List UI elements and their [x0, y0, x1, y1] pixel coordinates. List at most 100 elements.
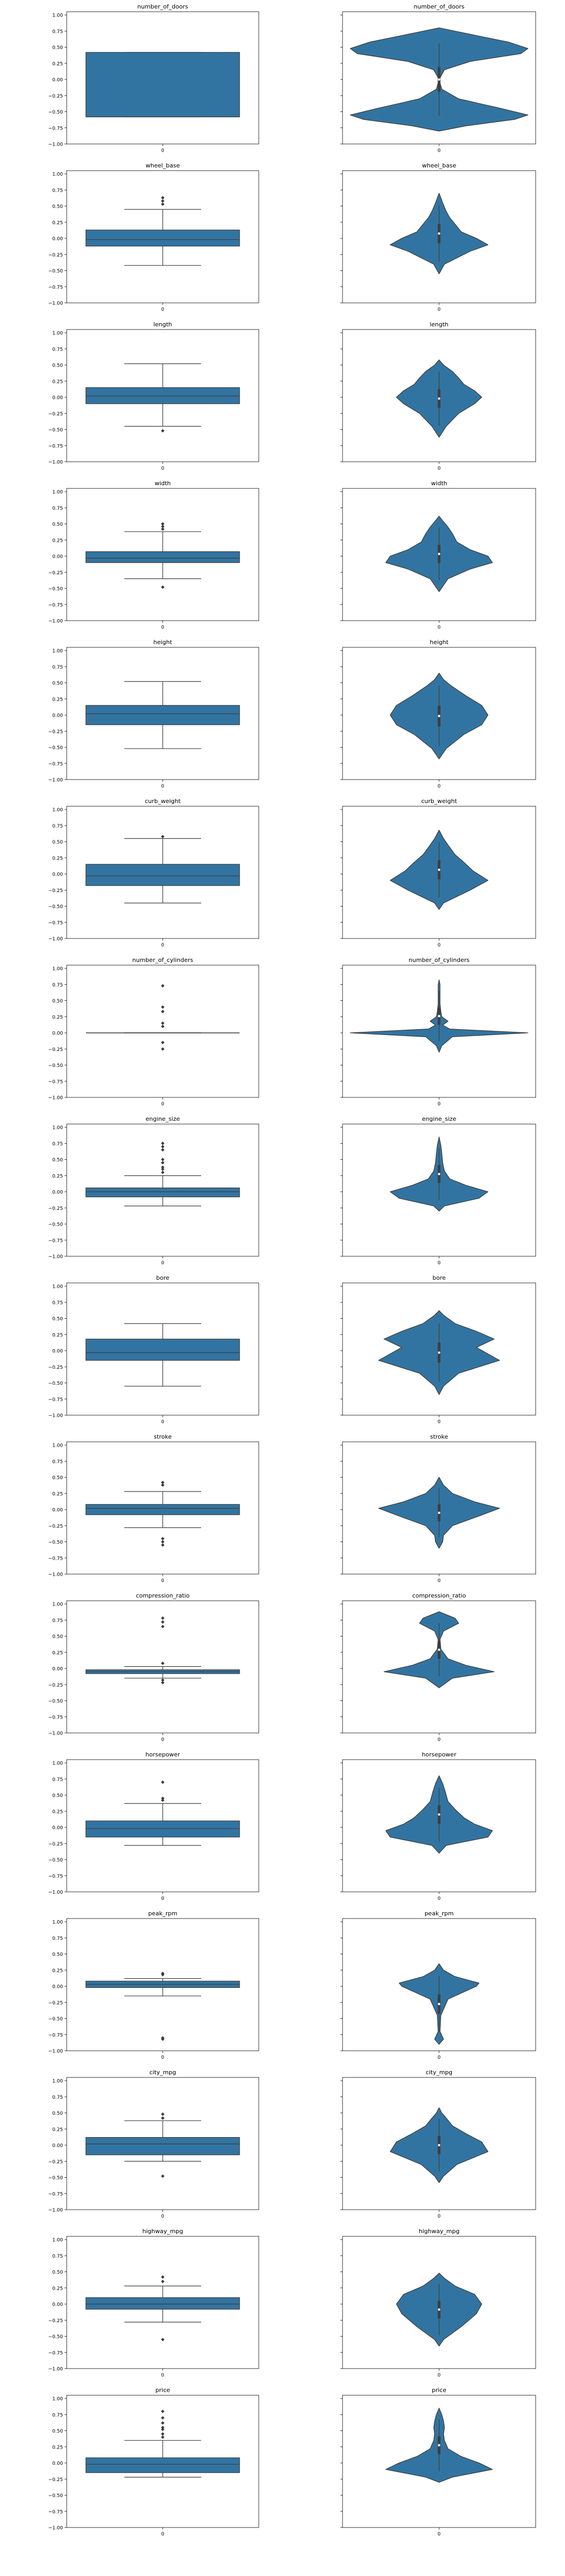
plot-frame — [66, 329, 259, 462]
outlier-point — [161, 585, 165, 589]
outlier-point — [161, 984, 165, 988]
outlier-point — [161, 1047, 165, 1051]
y-tick-label: −0.75 — [48, 920, 63, 926]
y-tick-label: 0.25 — [52, 220, 63, 226]
y-tick-label: −0.75 — [48, 1397, 63, 1402]
violin-median — [437, 2003, 441, 2005]
outlier-point — [161, 1021, 165, 1025]
outlier-point — [161, 1009, 165, 1014]
violin-median — [437, 552, 441, 555]
boxplot-bore: bore −1.00 −0.75 −0.50 −0.25 0.00 0.25 0.50 0.75… — [48, 1274, 259, 1425]
y-tick-label: 1.00 — [52, 13, 63, 19]
outlier-point — [161, 1148, 165, 1152]
outlier-point — [161, 1024, 165, 1029]
y-tick-label: 1.00 — [52, 2079, 63, 2084]
y-tick-label: 0.75 — [52, 1936, 63, 1941]
y-tick-label: 0.00 — [52, 1031, 63, 1037]
y-tick-label: 0.50 — [52, 1793, 63, 1799]
outlier-point — [161, 1158, 165, 1161]
outlier-point — [161, 2435, 165, 2439]
y-tick-label: 1.00 — [52, 649, 63, 654]
y-tick-label: −0.25 — [48, 1206, 63, 1211]
y-tick-label: 0.25 — [52, 1650, 63, 1656]
plot-frame — [342, 170, 536, 303]
violinplot-length: length 0 — [340, 321, 536, 471]
violin-median — [437, 715, 441, 718]
violin-median — [437, 1648, 441, 1651]
boxplot-highway-mpg: highway_mpg −1.00 −0.75 −0.50 −0.25 0.00 0.25 0… — [48, 2228, 259, 2378]
violin-median — [437, 1813, 441, 1816]
outlier-point — [161, 1543, 165, 1547]
y-tick-label: 0.75 — [52, 1301, 63, 1306]
outlier-point — [161, 2409, 165, 2413]
y-tick-label: 0.75 — [52, 824, 63, 829]
y-tick-label: −1.00 — [48, 937, 63, 942]
y-tick-label: 0.75 — [52, 983, 63, 988]
x-tick-label: 0 — [161, 1261, 164, 1266]
y-tick-label: 0.75 — [52, 1142, 63, 1147]
y-tick-label: 0.00 — [52, 78, 63, 83]
outlier-point — [161, 1540, 165, 1544]
outlier-point — [161, 1480, 165, 1484]
y-tick-label: −0.25 — [48, 2001, 63, 2006]
y-tick-label: 1.00 — [52, 967, 63, 972]
y-tick-label: 0.25 — [52, 1015, 63, 1020]
outlier-point — [161, 1170, 165, 1175]
iqr-box — [85, 705, 240, 725]
y-tick-label: 0.75 — [52, 2095, 63, 2100]
violinplot-engine-size: engine_size 0 — [340, 1116, 536, 1266]
outlier-point — [161, 2432, 165, 2436]
y-tick-label: 0.75 — [52, 188, 63, 194]
outlier-point — [161, 196, 165, 200]
violinplot-height: height 0 — [340, 639, 536, 789]
chart-title: horsepower — [422, 1751, 457, 1758]
plot-frame — [342, 1124, 536, 1257]
y-tick-label: 0.50 — [52, 2111, 63, 2116]
outlier-point — [161, 429, 165, 433]
x-tick-label: 0 — [161, 1896, 164, 1901]
y-tick-label: −0.75 — [48, 126, 63, 131]
y-tick-label: −0.25 — [48, 1842, 63, 1847]
y-tick-label: −0.50 — [48, 1540, 63, 1545]
boxplot-horsepower: horsepower −1.00 −0.75 −0.50 −0.25 0.00 0.25 0.… — [48, 1751, 259, 1901]
plot-frame — [342, 2395, 536, 2528]
chart-title: compression_ratio — [412, 1592, 466, 1599]
y-tick-label: 0.00 — [52, 1349, 63, 1354]
violinplot-number-of-doors: number_of_doors 0 — [340, 3, 536, 154]
x-tick-label: 0 — [161, 2214, 164, 2219]
plot-frame — [66, 647, 259, 780]
y-tick-label: 1.00 — [52, 2397, 63, 2402]
violinplot-highway-mpg: highway_mpg 0 — [340, 2228, 536, 2378]
iqr-box — [85, 52, 240, 117]
y-tick-label: 0.75 — [52, 1459, 63, 1465]
y-tick-label: −0.50 — [48, 2017, 63, 2022]
y-tick-label: 0.75 — [52, 1618, 63, 1624]
outlier-point — [161, 1165, 165, 1169]
chart-title: length — [429, 321, 448, 328]
x-tick-label: 0 — [161, 943, 164, 948]
plot-frame — [342, 965, 536, 1098]
boxplot-number-of-cylinders: number_of_cylinders −1.00 −0.75 −0.50 −0.25 0… — [48, 957, 259, 1107]
plot-frame — [342, 2236, 536, 2369]
y-tick-label: 0.25 — [52, 2445, 63, 2450]
y-tick-label: −0.75 — [48, 1715, 63, 1720]
plot-frame — [342, 1441, 536, 1575]
plot-frame — [342, 488, 536, 621]
violin-median — [437, 397, 441, 400]
y-tick-label: 0.25 — [52, 856, 63, 861]
y-tick-label: 1.00 — [52, 1602, 63, 1608]
chart-title: price — [432, 2387, 447, 2394]
y-tick-label: 0.75 — [52, 506, 63, 511]
outlier-point — [161, 2280, 165, 2284]
outlier-point — [161, 525, 165, 528]
violinplot-width: width 0 — [340, 480, 536, 630]
plot-frame — [342, 647, 536, 780]
y-tick-label: −1.00 — [48, 301, 63, 307]
y-tick-label: −0.75 — [48, 761, 63, 767]
y-tick-label: 0.50 — [52, 681, 63, 686]
y-tick-label: 0.00 — [52, 1826, 63, 1831]
y-tick-label: −0.75 — [48, 1556, 63, 1561]
outlier-point — [161, 1971, 165, 1976]
outlier-point — [161, 1620, 165, 1624]
plot-frame — [66, 2077, 259, 2210]
